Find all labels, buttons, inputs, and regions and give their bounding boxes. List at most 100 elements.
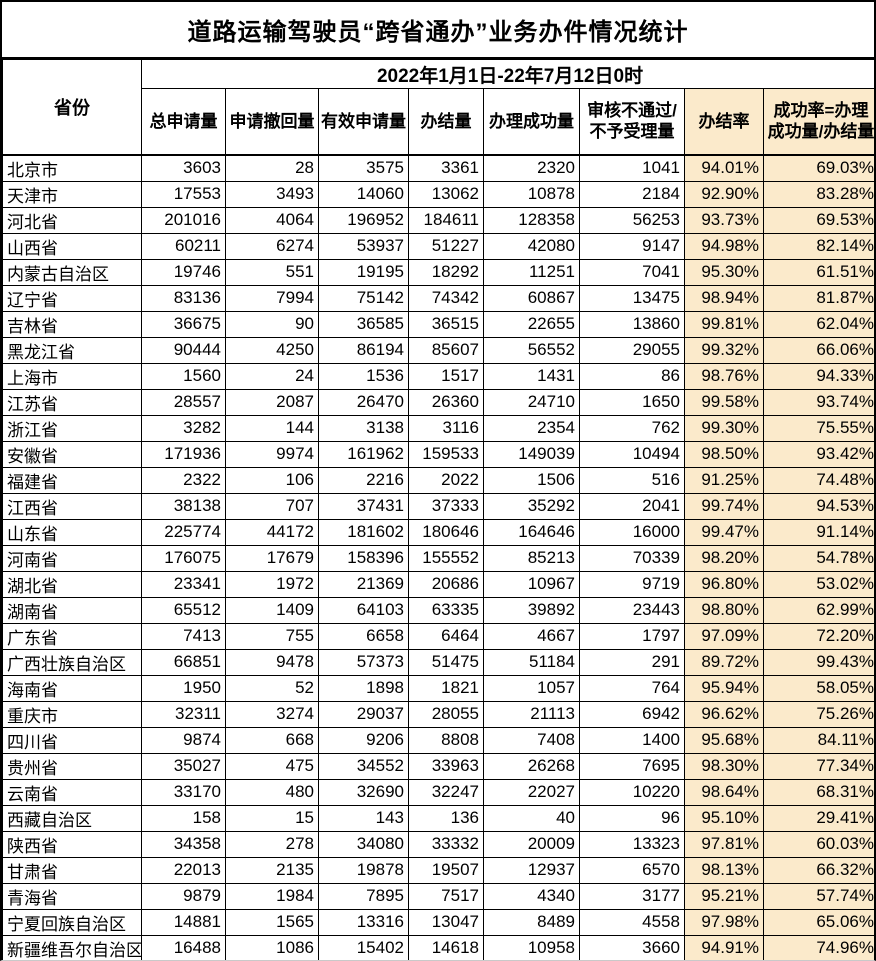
table-row: 辽宁省 83136 7994 75142 74342 60867 13475 98.94% 81… bbox=[2, 284, 874, 312]
rate-cell: 94.53% bbox=[762, 492, 874, 520]
value-cell: 158 bbox=[141, 804, 226, 832]
province-cell: 山西省 bbox=[2, 232, 142, 260]
column-header: 办理成功量 bbox=[483, 88, 580, 156]
value-cell: 33170 bbox=[141, 778, 226, 806]
rate-cell: 61.51% bbox=[762, 258, 874, 286]
value-cell: 37333 bbox=[408, 492, 484, 520]
table-row: 内蒙古自治区 19746 551 19195 18292 11251 7041 95.30% 6… bbox=[2, 258, 874, 286]
rate-cell: 99.47% bbox=[684, 518, 764, 546]
rate-cell: 74.48% bbox=[762, 466, 874, 494]
province-cell: 四川省 bbox=[2, 726, 142, 754]
value-cell: 1797 bbox=[579, 622, 685, 650]
rate-cell: 94.91% bbox=[684, 934, 764, 960]
table-row: 广东省 7413 755 6658 6464 4667 1797 97.09% 72.20% bbox=[2, 622, 874, 650]
value-cell: 29055 bbox=[579, 336, 685, 364]
rate-cell: 93.74% bbox=[762, 388, 874, 416]
rate-cell: 97.81% bbox=[684, 830, 764, 858]
province-cell: 上海市 bbox=[2, 362, 142, 390]
value-cell: 1650 bbox=[579, 388, 685, 416]
province-cell: 湖南省 bbox=[2, 596, 142, 624]
value-cell: 16000 bbox=[579, 518, 685, 546]
value-cell: 4667 bbox=[483, 622, 580, 650]
value-cell: 762 bbox=[579, 414, 685, 442]
value-cell: 10878 bbox=[483, 180, 580, 208]
rate-cell: 91.25% bbox=[684, 466, 764, 494]
province-cell: 安徽省 bbox=[2, 440, 142, 468]
value-cell: 17553 bbox=[141, 180, 226, 208]
value-cell: 4064 bbox=[225, 206, 319, 234]
table-row: 西藏自治区 158 15 143 136 40 96 95.10% 29.41% bbox=[2, 804, 874, 832]
value-cell: 22013 bbox=[141, 856, 226, 884]
value-cell: 15402 bbox=[318, 934, 409, 960]
table-row: 云南省 33170 480 32690 32247 22027 10220 98.64% 68.… bbox=[2, 778, 874, 806]
rate-cell: 68.31% bbox=[762, 778, 874, 806]
value-cell: 9974 bbox=[225, 440, 319, 468]
rate-cell: 65.06% bbox=[762, 908, 874, 936]
rate-cell: 91.14% bbox=[762, 518, 874, 546]
table-row: 湖南省 65512 1409 64103 63335 39892 23443 98.80% 62… bbox=[2, 596, 874, 624]
value-cell: 14060 bbox=[318, 180, 409, 208]
value-cell: 2087 bbox=[225, 388, 319, 416]
value-cell: 7695 bbox=[579, 752, 685, 780]
value-cell: 668 bbox=[225, 726, 319, 754]
province-cell: 宁夏回族自治区 bbox=[2, 908, 142, 936]
table-row: 山西省 60211 6274 53937 51227 42080 9147 94.98% 82.… bbox=[2, 232, 874, 260]
rate-cell: 75.26% bbox=[762, 700, 874, 728]
value-cell: 3177 bbox=[579, 882, 685, 910]
value-cell: 42080 bbox=[483, 232, 580, 260]
value-cell: 51227 bbox=[408, 232, 484, 260]
value-cell: 51184 bbox=[483, 648, 580, 676]
rate-cell: 97.09% bbox=[684, 622, 764, 650]
table-row: 四川省 9874 668 9206 8808 7408 1400 95.68% 84.11% bbox=[2, 726, 874, 754]
value-cell: 1400 bbox=[579, 726, 685, 754]
value-cell: 34552 bbox=[318, 752, 409, 780]
province-cell: 辽宁省 bbox=[2, 284, 142, 312]
value-cell: 74342 bbox=[408, 284, 484, 312]
value-cell: 36675 bbox=[141, 310, 226, 338]
value-cell: 225774 bbox=[141, 518, 226, 546]
rate-cell: 95.21% bbox=[684, 882, 764, 910]
province-cell: 黑龙江省 bbox=[2, 336, 142, 364]
rate-cell: 84.11% bbox=[762, 726, 874, 754]
value-cell: 1506 bbox=[483, 466, 580, 494]
province-cell: 河北省 bbox=[2, 206, 142, 234]
value-cell: 136 bbox=[408, 804, 484, 832]
value-cell: 7413 bbox=[141, 622, 226, 650]
value-cell: 19507 bbox=[408, 856, 484, 884]
value-cell: 13062 bbox=[408, 180, 484, 208]
province-cell: 内蒙古自治区 bbox=[2, 258, 142, 286]
value-cell: 35292 bbox=[483, 492, 580, 520]
rate-cell: 83.28% bbox=[762, 180, 874, 208]
value-cell: 143 bbox=[318, 804, 409, 832]
rate-cell: 69.53% bbox=[762, 206, 874, 234]
rate-cell: 98.80% bbox=[684, 596, 764, 624]
value-cell: 164646 bbox=[483, 518, 580, 546]
value-cell: 171936 bbox=[141, 440, 226, 468]
value-cell: 9147 bbox=[579, 232, 685, 260]
rate-cell: 75.55% bbox=[762, 414, 874, 442]
value-cell: 707 bbox=[225, 492, 319, 520]
value-cell: 1950 bbox=[141, 674, 226, 702]
province-cell: 山东省 bbox=[2, 518, 142, 546]
value-cell: 22655 bbox=[483, 310, 580, 338]
column-header: 总申请量 bbox=[141, 88, 226, 156]
rate-cell: 89.72% bbox=[684, 648, 764, 676]
province-cell: 北京市 bbox=[2, 154, 142, 182]
value-cell: 66851 bbox=[141, 648, 226, 676]
rate-cell: 98.50% bbox=[684, 440, 764, 468]
value-cell: 149039 bbox=[483, 440, 580, 468]
table-row: 上海市 1560 24 1536 1517 1431 86 98.76% 94.33% bbox=[2, 362, 874, 390]
value-cell: 26470 bbox=[318, 388, 409, 416]
value-cell: 10967 bbox=[483, 570, 580, 598]
value-cell: 7408 bbox=[483, 726, 580, 754]
value-cell: 39892 bbox=[483, 596, 580, 624]
value-cell: 201016 bbox=[141, 206, 226, 234]
column-header: 申请撤回量 bbox=[225, 88, 319, 156]
value-cell: 551 bbox=[225, 258, 319, 286]
value-cell: 37431 bbox=[318, 492, 409, 520]
rate-cell: 98.20% bbox=[684, 544, 764, 572]
value-cell: 83136 bbox=[141, 284, 226, 312]
rate-cell: 57.74% bbox=[762, 882, 874, 910]
rate-cell: 82.14% bbox=[762, 232, 874, 260]
table-row: 福建省 2322 106 2216 2022 1506 516 91.25% 74.48% bbox=[2, 466, 874, 494]
